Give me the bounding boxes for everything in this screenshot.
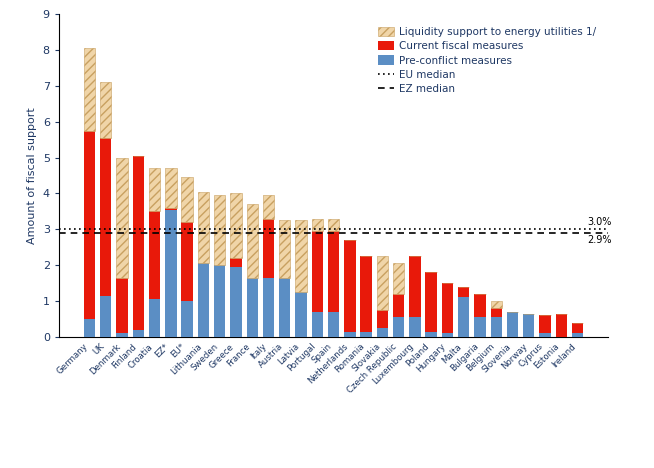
Bar xyxy=(441,283,453,333)
Bar xyxy=(133,330,144,337)
Bar xyxy=(360,256,371,331)
Bar xyxy=(360,331,371,337)
Bar xyxy=(149,212,160,300)
Bar xyxy=(328,312,339,337)
Bar xyxy=(116,278,128,333)
Bar xyxy=(247,278,258,337)
Bar xyxy=(458,287,470,298)
Bar xyxy=(133,156,144,330)
Bar xyxy=(311,312,323,337)
Bar xyxy=(328,219,339,231)
Bar xyxy=(214,265,226,337)
Bar xyxy=(556,314,567,337)
Bar xyxy=(165,168,177,208)
Bar xyxy=(426,331,437,337)
Bar xyxy=(165,210,177,337)
Bar xyxy=(441,333,453,337)
Bar xyxy=(149,300,160,337)
Bar xyxy=(198,192,209,263)
Y-axis label: Amount of fiscal support: Amount of fiscal support xyxy=(27,107,37,244)
Bar xyxy=(100,296,111,337)
Bar xyxy=(100,138,111,296)
Bar xyxy=(181,301,193,337)
Bar xyxy=(149,168,160,212)
Bar xyxy=(393,263,404,294)
Bar xyxy=(100,82,111,138)
Bar xyxy=(572,333,583,337)
Bar xyxy=(230,267,241,337)
Bar xyxy=(409,256,421,317)
Bar xyxy=(393,317,404,337)
Bar xyxy=(572,322,583,333)
Bar xyxy=(540,333,551,337)
Bar xyxy=(409,317,421,337)
Bar xyxy=(490,301,502,308)
Bar xyxy=(344,240,356,331)
Bar xyxy=(328,231,339,312)
Bar xyxy=(311,219,323,231)
Bar xyxy=(490,317,502,337)
Bar xyxy=(230,258,241,267)
Bar xyxy=(84,319,95,337)
Bar xyxy=(84,48,95,131)
Bar xyxy=(247,204,258,278)
Bar xyxy=(279,220,290,278)
Bar xyxy=(116,333,128,337)
Bar xyxy=(279,278,290,337)
Bar xyxy=(507,312,518,337)
Bar xyxy=(540,315,551,333)
Bar xyxy=(377,328,388,337)
Bar xyxy=(263,278,274,337)
Bar xyxy=(296,292,307,337)
Bar xyxy=(523,314,534,337)
Bar xyxy=(181,222,193,301)
Bar xyxy=(181,177,193,222)
Bar xyxy=(84,131,95,319)
Bar xyxy=(393,294,404,317)
Bar xyxy=(474,294,486,317)
Bar xyxy=(426,272,437,331)
Bar xyxy=(344,331,356,337)
Bar xyxy=(474,317,486,337)
Bar xyxy=(230,193,241,258)
Bar xyxy=(263,195,274,219)
Bar xyxy=(490,308,502,317)
Legend: Liquidity support to energy utilities 1/, Current fiscal measures, Pre-conflict : Liquidity support to energy utilities 1/… xyxy=(374,22,600,99)
Text: 2.9%: 2.9% xyxy=(587,235,611,245)
Bar xyxy=(263,219,274,278)
Bar xyxy=(165,208,177,210)
Bar xyxy=(458,298,470,337)
Bar xyxy=(296,220,307,292)
Bar xyxy=(214,195,226,265)
Bar xyxy=(198,263,209,337)
Text: 3.0%: 3.0% xyxy=(587,217,611,227)
Bar xyxy=(377,310,388,328)
Bar xyxy=(116,158,128,278)
Bar xyxy=(311,231,323,312)
Bar xyxy=(377,256,388,310)
